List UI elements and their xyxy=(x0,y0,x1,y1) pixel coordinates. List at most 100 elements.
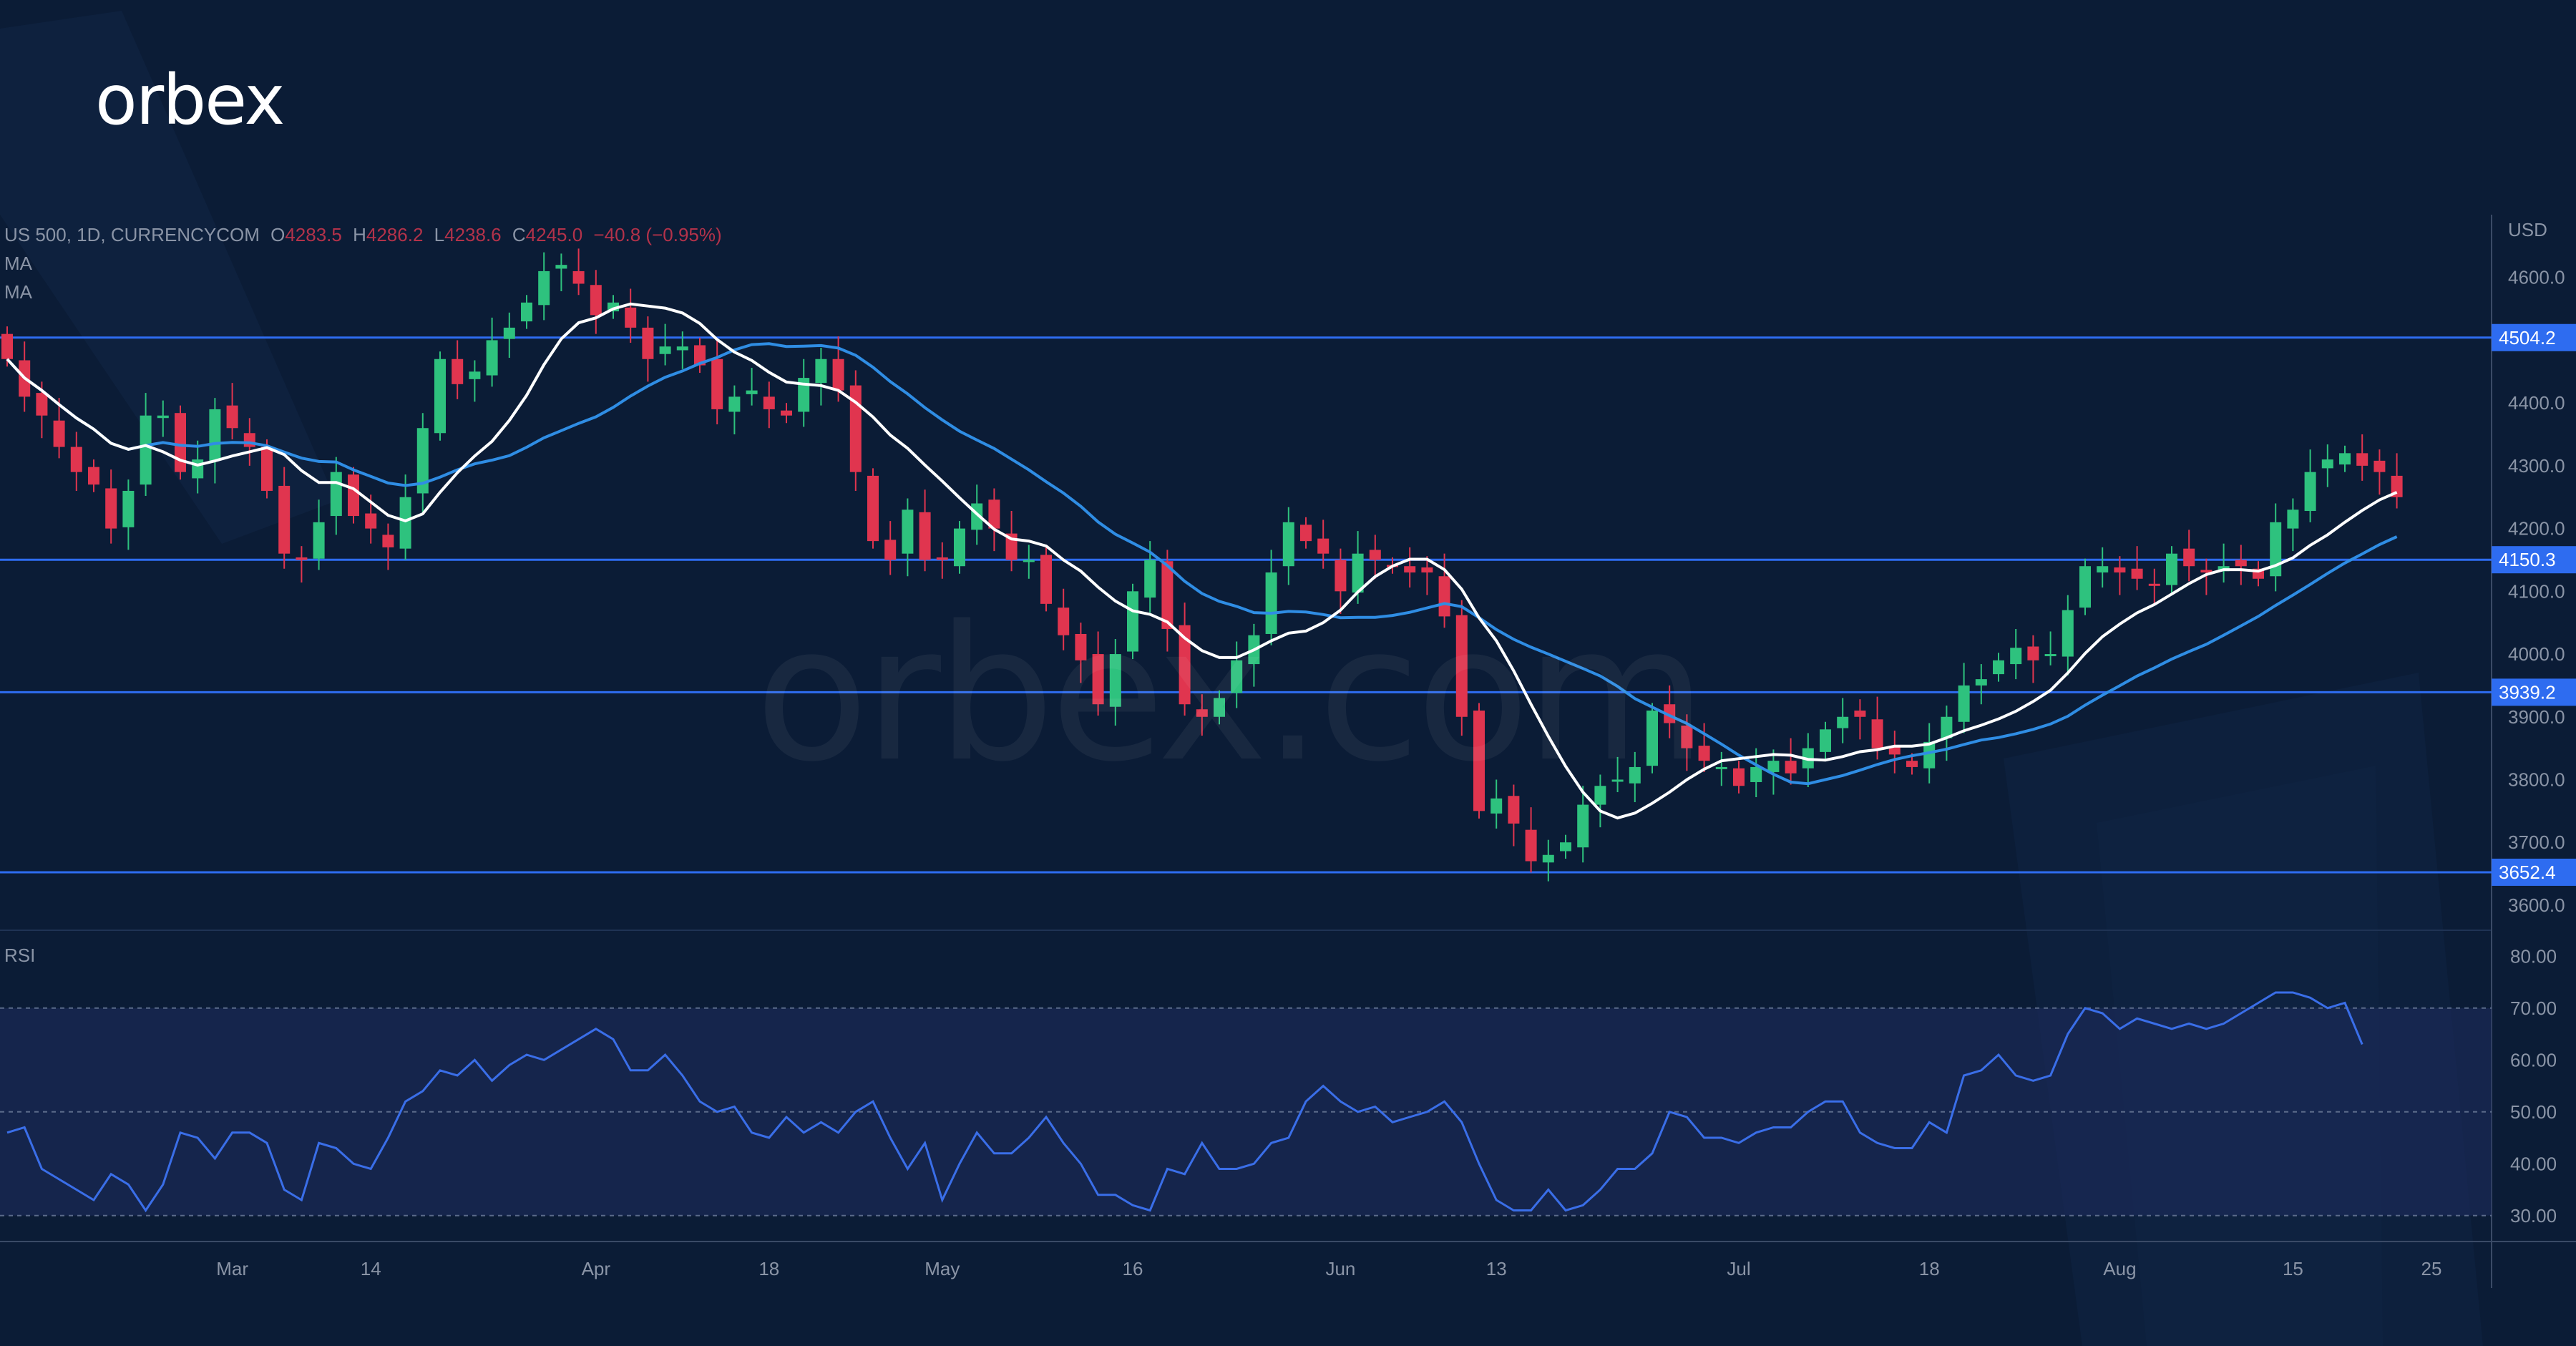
candle-body xyxy=(469,371,481,379)
rsi-line xyxy=(6,991,2363,1213)
legend-symbol: US 500, 1D, CURRENCYCOM xyxy=(4,224,260,245)
candle-body xyxy=(1317,538,1330,554)
candle-body xyxy=(434,359,446,434)
time-tick-label: Jul xyxy=(1727,1258,1750,1279)
candle-body xyxy=(1092,654,1104,705)
legend-ohlc-row: US 500, 1D, CURRENCYCOM O4283.5 H4286.2 … xyxy=(4,220,728,249)
candle-body xyxy=(1958,685,1970,722)
candle-body xyxy=(2062,610,2074,657)
candle-body xyxy=(1335,560,1347,592)
candle-body xyxy=(763,396,775,409)
candle-body xyxy=(1923,741,1936,769)
candle-body xyxy=(1750,766,1762,782)
candle-body xyxy=(88,467,99,485)
legend-high-value: 4286.2 xyxy=(366,224,424,245)
candle-body xyxy=(399,497,411,549)
candle-body xyxy=(1473,710,1485,811)
level-badge-label: 4504.2 xyxy=(2499,327,2556,348)
level-badge-label: 3652.4 xyxy=(2499,862,2556,883)
candle-body xyxy=(728,396,741,412)
price-tick-label: 3900.0 xyxy=(2508,706,2565,728)
candle-body xyxy=(278,485,291,554)
candle-body xyxy=(1594,786,1606,805)
candle-body xyxy=(1767,761,1780,772)
candle-body xyxy=(884,540,897,560)
price-tick-label: 3700.0 xyxy=(2508,832,2565,853)
candle-body xyxy=(2287,509,2299,529)
candle-body xyxy=(1993,660,2004,675)
candle-body xyxy=(2339,453,2351,465)
candle-body xyxy=(486,340,498,376)
level-badge xyxy=(2492,678,2576,706)
candle-body xyxy=(2131,568,2143,579)
candle-body xyxy=(781,410,792,416)
candle-body xyxy=(226,405,238,429)
candle-body xyxy=(954,528,965,567)
time-tick-label: 15 xyxy=(2283,1258,2303,1279)
legend-open-label: O xyxy=(270,224,286,245)
rsi-tick-label: 70.00 xyxy=(2510,998,2557,1019)
legend-close: C4245.0 xyxy=(512,224,582,245)
level-badge-label: 3939.2 xyxy=(2499,681,2556,703)
candle-body xyxy=(919,512,931,560)
candle-body xyxy=(1,333,13,359)
candle-body xyxy=(1455,615,1468,717)
legend-ma-1: MA xyxy=(4,253,32,274)
candle-body xyxy=(1214,698,1225,717)
candle-body xyxy=(192,459,204,479)
candle-body xyxy=(902,509,914,554)
candle-body xyxy=(694,345,706,366)
legend-open-value: 4283.5 xyxy=(285,224,342,245)
candle-body xyxy=(452,359,464,384)
candle-body xyxy=(1906,761,1918,767)
ma-slow-line xyxy=(6,342,2398,786)
candle-body xyxy=(157,415,169,419)
candle-body xyxy=(1733,768,1745,786)
time-tick-label: Jun xyxy=(1325,1258,1355,1279)
time-tick-label: 18 xyxy=(1919,1258,1940,1279)
candle-body xyxy=(521,302,532,322)
candle-body xyxy=(832,359,844,391)
legend-low: L4238.6 xyxy=(434,224,502,245)
candle-body xyxy=(2304,472,2316,512)
level-badge xyxy=(2492,858,2576,886)
candle-body xyxy=(1975,679,1987,686)
candle-body xyxy=(2321,459,2333,469)
candle-body xyxy=(590,285,602,316)
candle-body xyxy=(1542,854,1554,863)
candle-body xyxy=(1438,576,1450,617)
candle-body xyxy=(1040,555,1052,604)
candle-body xyxy=(711,359,723,409)
legend-high: H4286.2 xyxy=(353,224,423,245)
level-badge xyxy=(2492,546,2576,574)
ma-fast-line xyxy=(6,302,2398,820)
candle-body xyxy=(1196,709,1208,717)
candle-body xyxy=(2356,453,2368,466)
chart-legend: US 500, 1D, CURRENCYCOM O4283.5 H4286.2 … xyxy=(4,220,728,306)
candle-body xyxy=(2027,646,2039,660)
candle-body xyxy=(1075,633,1087,660)
candle-body xyxy=(382,535,394,547)
candle-body xyxy=(416,428,429,494)
candle-body xyxy=(1837,716,1849,728)
candle-body xyxy=(2044,654,2057,657)
candle-body xyxy=(70,447,82,472)
candle-body xyxy=(1352,553,1364,593)
candle-body xyxy=(988,499,1000,529)
candle-body xyxy=(1681,726,1693,748)
candle-body xyxy=(1127,591,1138,652)
candle-body xyxy=(798,378,810,412)
candle-body xyxy=(1282,522,1294,567)
candle-body xyxy=(555,265,567,269)
candle-body xyxy=(261,447,273,491)
rsi-tick-label: 40.00 xyxy=(2510,1153,2557,1174)
candle-body xyxy=(1144,560,1156,598)
candle-body xyxy=(330,472,342,517)
candle-body xyxy=(1058,608,1070,635)
candle-body xyxy=(2079,566,2091,608)
candle-body xyxy=(2235,560,2247,567)
candle-body xyxy=(105,488,117,529)
candle-body xyxy=(348,474,359,517)
time-tick-label: Mar xyxy=(216,1258,248,1279)
